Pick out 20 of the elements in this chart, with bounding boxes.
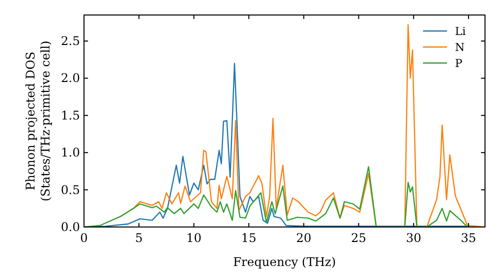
y-tick-label: 0.5 bbox=[60, 182, 80, 197]
x-axis-title: Frequency (THz) bbox=[233, 255, 336, 269]
x-tick-label: 35 bbox=[460, 231, 476, 245]
legend-label: N bbox=[455, 41, 465, 54]
x-tick-label: 10 bbox=[186, 231, 202, 245]
y-axis-title: Phonon projected DOS (States/THz·primitive cell) bbox=[24, 40, 52, 202]
y-tick-label: 2.5 bbox=[60, 34, 80, 48]
line-series bbox=[84, 166, 468, 227]
y-tick-label: 0.0 bbox=[60, 220, 80, 234]
legend-label: Li bbox=[455, 25, 466, 38]
y-tick-label: 1.0 bbox=[60, 146, 80, 160]
x-tick-label: 0 bbox=[80, 231, 88, 245]
x-tick-label: 30 bbox=[406, 231, 422, 245]
x-tick-label: 25 bbox=[351, 231, 366, 245]
x-tick-label: 20 bbox=[296, 231, 312, 245]
x-tick-label: 5 bbox=[135, 231, 143, 245]
x-tick-label: 15 bbox=[241, 231, 256, 245]
y-tick-label: 1.5 bbox=[60, 108, 80, 122]
y-tick-label: 2.0 bbox=[60, 71, 80, 86]
legend-label: P bbox=[455, 57, 463, 70]
